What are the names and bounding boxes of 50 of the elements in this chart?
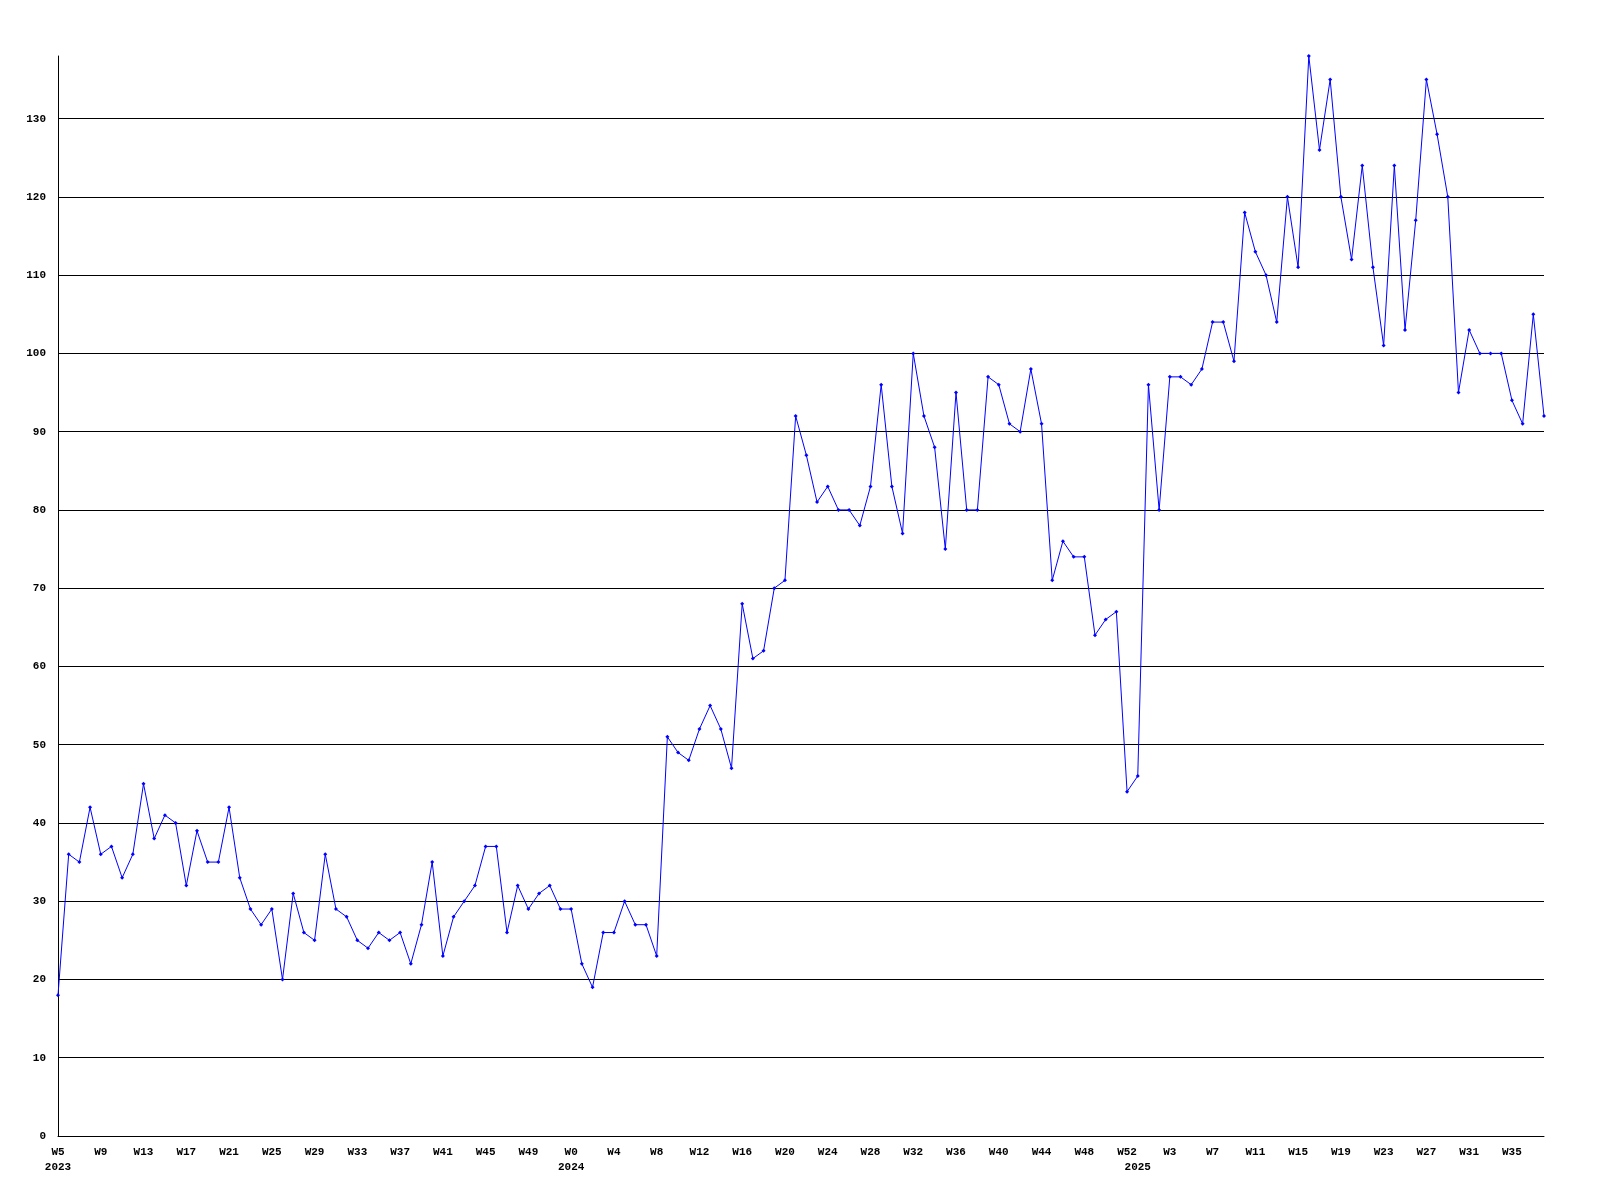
x-tick-label: W24 bbox=[817, 1145, 839, 1158]
y-tick-label: 20 bbox=[32, 973, 46, 986]
x-tick-label: W33 bbox=[347, 1145, 368, 1158]
x-tick-label: W48 bbox=[1074, 1145, 1095, 1158]
x-tick-label: W5 2023 bbox=[44, 1145, 72, 1173]
x-tick-label: W28 bbox=[860, 1145, 881, 1158]
y-tick-label: 60 bbox=[32, 660, 46, 673]
x-tick-label: W17 bbox=[176, 1145, 197, 1158]
x-tick-label: W8 bbox=[650, 1145, 664, 1158]
x-tick-label: W21 bbox=[219, 1145, 240, 1158]
y-tick-label: 70 bbox=[32, 582, 46, 595]
x-tick-label: W9 bbox=[94, 1145, 108, 1158]
x-tick-label: W13 bbox=[133, 1145, 154, 1158]
x-tick-label: W11 bbox=[1245, 1145, 1266, 1158]
y-tick-label: 10 bbox=[32, 1051, 46, 1064]
x-tick-label: W20 bbox=[775, 1145, 795, 1158]
y-tick-label: 90 bbox=[32, 425, 46, 438]
x-tick-label: W3 bbox=[1163, 1145, 1177, 1158]
x-tick-label: W19 bbox=[1330, 1145, 1351, 1158]
x-tick-label: W12 bbox=[689, 1145, 710, 1158]
y-tick-label: 0 bbox=[39, 1130, 46, 1142]
x-tick-label: W44 bbox=[1031, 1145, 1052, 1158]
x-tick-label: W45 bbox=[475, 1145, 496, 1158]
x-tick-label: W16 bbox=[732, 1145, 753, 1158]
x-tick-label: W37 bbox=[390, 1145, 411, 1158]
x-tick-label: W31 bbox=[1459, 1145, 1480, 1158]
x-tick-label: W35 bbox=[1502, 1145, 1523, 1158]
x-tick-label: W15 bbox=[1288, 1145, 1309, 1158]
x-tick-label: W32 bbox=[903, 1145, 924, 1158]
y-tick-label: 110 bbox=[26, 269, 46, 282]
x-tick-label: W7 bbox=[1205, 1145, 1220, 1158]
x-tick-label: W29 bbox=[304, 1145, 325, 1158]
x-tick-label: W23 bbox=[1373, 1145, 1394, 1158]
y-tick-label: 130 bbox=[26, 112, 46, 125]
y-tick-label: 100 bbox=[26, 347, 46, 360]
y-tick-label: 30 bbox=[32, 895, 46, 908]
x-tick-label: 2025 bbox=[1124, 1160, 1152, 1173]
x-tick-label: W25 bbox=[261, 1145, 283, 1158]
x-tick-label: W36 bbox=[946, 1145, 966, 1158]
x-tick-label: W4 bbox=[607, 1145, 621, 1158]
y-tick-label: 120 bbox=[26, 190, 46, 203]
y-tick-label: 40 bbox=[32, 816, 46, 829]
x-tick-label: W40 bbox=[988, 1145, 1009, 1158]
x-tick-label: W0 2024 bbox=[557, 1145, 585, 1173]
x-tick-label: W49 bbox=[518, 1145, 539, 1158]
x-tick-label: W41 bbox=[432, 1145, 454, 1158]
x-tick-label: W27 bbox=[1416, 1145, 1437, 1158]
x-tick-label: W52 bbox=[1117, 1145, 1137, 1158]
y-tick-label: 80 bbox=[32, 503, 46, 516]
y-tick-label: 50 bbox=[32, 738, 46, 751]
